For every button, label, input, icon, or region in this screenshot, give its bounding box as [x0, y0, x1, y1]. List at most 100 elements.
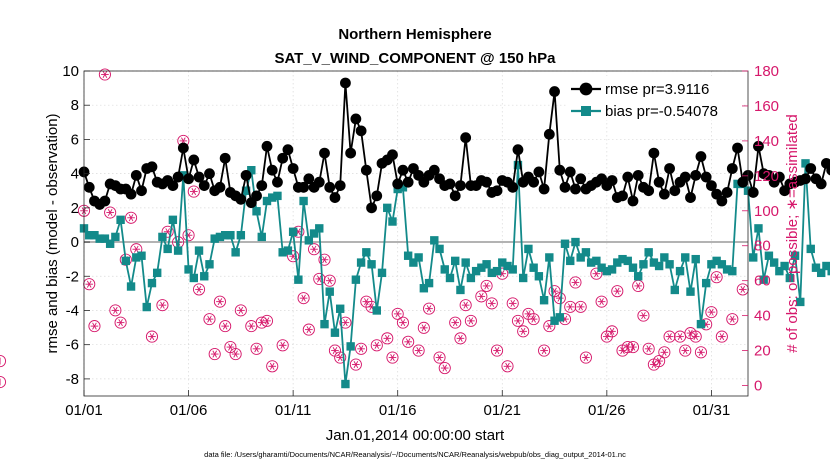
obs-count-asterisk-stroke: [662, 348, 667, 356]
obs-count-asterisk-stroke: [316, 275, 322, 283]
obs-count-circle: [161, 225, 174, 238]
bias-data-point: [173, 246, 183, 255]
bias-data-point: [299, 196, 308, 206]
obs-count-circle: [297, 292, 310, 305]
bias-data-point: [142, 302, 151, 312]
bias-data-point: [456, 285, 465, 295]
bias-data-point: [534, 272, 544, 281]
obs-count-asterisk-stroke: [369, 303, 374, 311]
obs-count-point: [412, 344, 425, 357]
obs-count-asterisk-stroke: [133, 245, 139, 253]
obs-count-point: [370, 339, 383, 352]
bias-data-point: [513, 160, 523, 170]
obs-count-circle: [145, 330, 159, 343]
obs-count-circle: [564, 300, 577, 313]
rmse-data-point: [282, 144, 294, 156]
obs-count-circle: [490, 344, 504, 357]
bias-data-point: [111, 232, 120, 242]
obs-count-asterisk-stroke: [395, 310, 400, 318]
bias-data-point: [607, 265, 617, 274]
obs-count-circle: [449, 316, 462, 329]
obs-count-asterisk-stroke: [238, 306, 244, 314]
bias-data-point: [90, 231, 99, 240]
bias-data-point: [163, 244, 172, 254]
rmse-data-point: [313, 176, 325, 188]
rmse-data-point: [193, 171, 205, 183]
obs-count-asterisk-stroke: [364, 298, 369, 306]
bias-data-point: [158, 232, 167, 242]
chart-title-line-2: SAT_V_WIND_COMPONENT @ 150 hPa: [274, 50, 556, 67]
bias-data-point: [618, 254, 627, 264]
obs-count-asterisk-stroke: [688, 329, 693, 337]
obs-count-asterisk-stroke: [311, 245, 317, 253]
bias-data-point: [555, 313, 564, 322]
bias-data-point: [461, 258, 470, 267]
obs-count-asterisk-stroke: [667, 333, 672, 341]
obs-count-circle: [192, 283, 206, 296]
obs-count-point: [511, 314, 525, 327]
bias-data-point: [273, 191, 282, 201]
bias-data-point: [121, 256, 131, 266]
bias-data-point: [445, 273, 455, 283]
rmse-data-point: [773, 171, 785, 183]
rmse-data-point: [324, 181, 336, 193]
bias-data-point: [377, 268, 387, 278]
x-tick-label: 01/06: [170, 402, 208, 419]
x-tick-label: 01/11: [275, 402, 311, 419]
y-right-tick-label: 20: [754, 343, 771, 360]
obs-count-point: [156, 299, 169, 312]
obs-count-asterisk-stroke: [552, 287, 557, 295]
rmse-data-point: [366, 202, 377, 214]
obs-count-circle: [569, 276, 582, 289]
rmse-data-point: [183, 173, 194, 185]
rmse-data-point: [721, 187, 733, 198]
obs-count-circle: [464, 314, 477, 327]
obs-count-asterisk-stroke: [358, 345, 364, 353]
bias-data-point: [126, 282, 136, 291]
bias-data-point: [649, 258, 659, 267]
obs-count-asterisk-stroke: [118, 319, 123, 327]
rmse-data-point: [627, 195, 639, 207]
obs-count-point: [213, 295, 226, 308]
bias-data-point: [728, 266, 737, 276]
obs-count-point: [396, 316, 409, 329]
obs-count-point: [313, 272, 326, 285]
x-tick-label: 01/01: [65, 402, 103, 419]
obs-count-circle: [287, 250, 300, 263]
obs-count-asterisk-stroke: [196, 285, 202, 293]
bias-data-point: [152, 268, 162, 278]
rmse-data-point: [460, 132, 472, 144]
y-tick-label: -8: [66, 371, 79, 388]
bias-data-point: [200, 272, 209, 281]
y-right-tick-label: 100: [754, 203, 779, 220]
rmse-data-point: [444, 178, 456, 190]
obs-count-asterisk-stroke: [228, 343, 233, 351]
obs-count-circle: [454, 332, 467, 345]
bias-data-point: [801, 159, 810, 168]
obs-count-asterisk-stroke: [437, 354, 442, 362]
obs-count-asterisk-stroke: [405, 338, 411, 346]
obs-count-circle: [109, 304, 122, 317]
obs-count-asterisk-stroke: [191, 188, 197, 196]
bias-data-point: [623, 256, 632, 266]
bias-data-point: [100, 234, 110, 243]
obs-count-point: [98, 68, 111, 81]
obs-count-circle: [0, 375, 7, 389]
rmse-data-point: [214, 181, 226, 193]
obs-count-circle: [313, 272, 326, 285]
rmse-data-point: [392, 178, 404, 190]
bias-data-point: [806, 244, 815, 254]
obs-count-asterisk-stroke: [468, 317, 474, 325]
obs-count-point: [579, 351, 592, 364]
rmse-data-point: [695, 151, 707, 162]
obs-count-point: [606, 325, 619, 338]
obs-count-asterisk-stroke: [107, 209, 113, 217]
obs-count-point: [689, 330, 702, 343]
obs-count-asterisk-stroke: [505, 362, 510, 370]
obs-count-point: [302, 323, 315, 336]
bias-data-point: [759, 275, 768, 284]
bias-data-point: [592, 256, 601, 266]
obs-count-point: [611, 285, 624, 298]
obs-count-point: [234, 304, 247, 317]
